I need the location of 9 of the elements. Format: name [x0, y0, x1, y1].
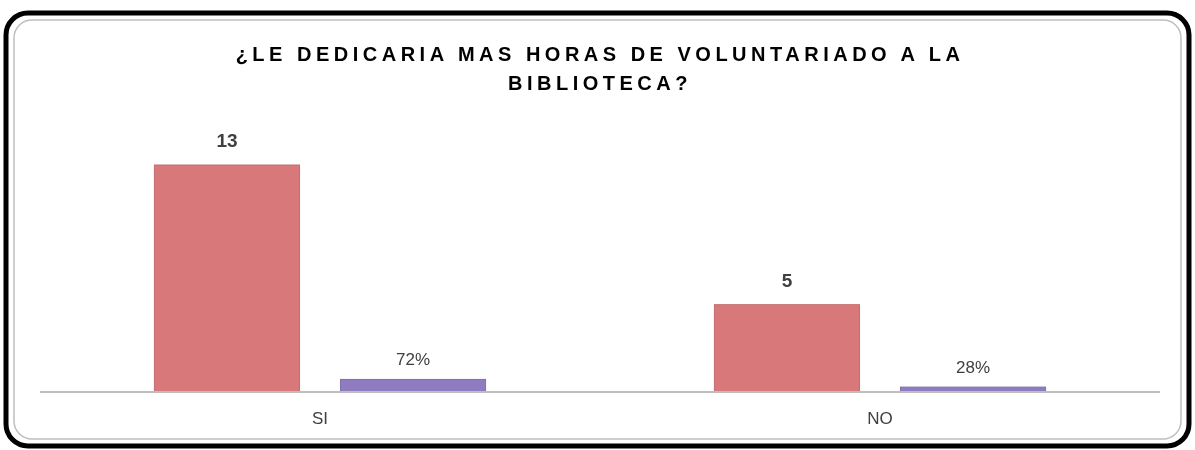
- data-label: 72%: [396, 350, 431, 370]
- chart-title: ¿LE DEDICARIA MAS HORAS DE VOLUNTARIADO A LA BIBLIOTECA?: [235, 43, 965, 94]
- bar: [153, 164, 301, 393]
- data-label: 13: [216, 130, 238, 151]
- x-tick-label: SI: [311, 409, 329, 428]
- data-label: 5: [781, 269, 793, 291]
- x-tick-label: NO: [867, 409, 893, 428]
- bar: [713, 304, 861, 393]
- data-label: 28%: [956, 358, 991, 378]
